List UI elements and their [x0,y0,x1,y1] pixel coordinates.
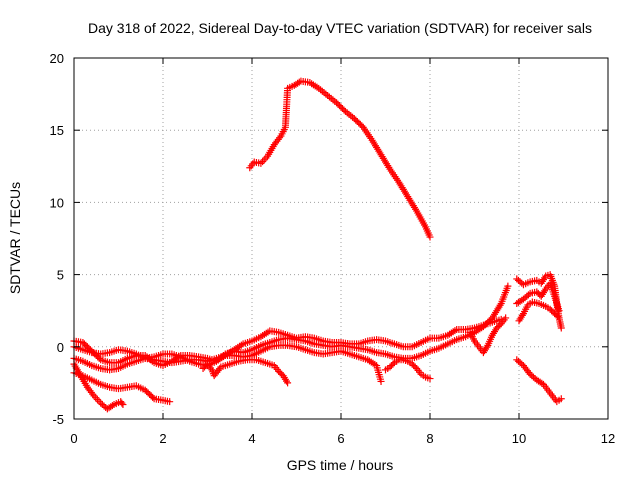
plus-marker [389,360,397,368]
y-tick-label: -5 [52,412,64,427]
plus-marker [108,402,116,410]
series-track-h [466,314,510,357]
plus-marker [166,398,174,406]
x-tick-label: 2 [159,431,166,446]
plus-marker [260,156,268,164]
x-axis-label: GPS time / hours [287,457,394,473]
plus-marker [377,377,385,385]
plus-marker [284,379,292,387]
plus-marker [259,158,267,166]
plus-marker [554,312,562,320]
series-track-b [70,282,512,370]
y-axis-label: SDTVAR / TECUs [7,182,23,294]
plus-marker [216,365,224,373]
series-track-l [513,356,565,406]
plus-marker [149,393,157,401]
plus-marker [518,360,526,368]
plus-marker [119,401,127,409]
y-tick-labels: -5 0 5 10 15 20 [50,51,64,427]
y-tick-label: 0 [57,340,64,355]
plus-marker [496,321,504,329]
y-tick-label: 20 [50,51,64,66]
plus-marker [89,390,97,398]
y-tick-label: 5 [57,268,64,283]
plus-marker [411,363,419,371]
x-tick-label: 4 [248,431,255,446]
plus-marker [502,314,510,322]
y-tick-label: 10 [50,195,64,210]
series-track-i [513,271,565,332]
plus-marker [525,369,533,377]
chart-title: Day 318 of 2022, Sidereal Day-to-day VTE… [88,20,592,36]
x-tick-label: 10 [512,431,526,446]
plus-marker [555,307,563,315]
series-track-j [513,279,563,315]
x-tick-label: 0 [70,431,77,446]
axis-ticks [73,57,609,420]
plus-marker [557,395,565,403]
data-markers [70,77,565,413]
x-tick-label: 8 [426,431,433,446]
plus-marker [538,379,546,387]
plus-marker [295,78,303,86]
series-track-k [515,298,563,325]
grid-lines [74,58,608,419]
plus-marker [524,291,532,299]
plus-marker [95,397,103,405]
plus-marker [93,396,101,404]
plus-marker [276,134,284,142]
plus-marker [426,233,434,241]
x-tick-labels: 0 2 4 6 8 10 12 [70,431,615,446]
x-tick-label: 6 [337,431,344,446]
series-track-e [70,360,127,413]
plus-marker [504,282,512,290]
plus-marker [426,375,434,383]
series-high-arc [246,77,434,241]
plus-marker [118,399,126,407]
series-track-c [70,341,385,385]
plus-marker [555,314,563,322]
plus-marker [557,324,565,332]
x-tick-label: 12 [601,431,615,446]
plus-marker [95,354,103,362]
series-track-f [199,356,292,387]
series-track-g [382,356,434,383]
y-tick-label: 15 [50,123,64,138]
